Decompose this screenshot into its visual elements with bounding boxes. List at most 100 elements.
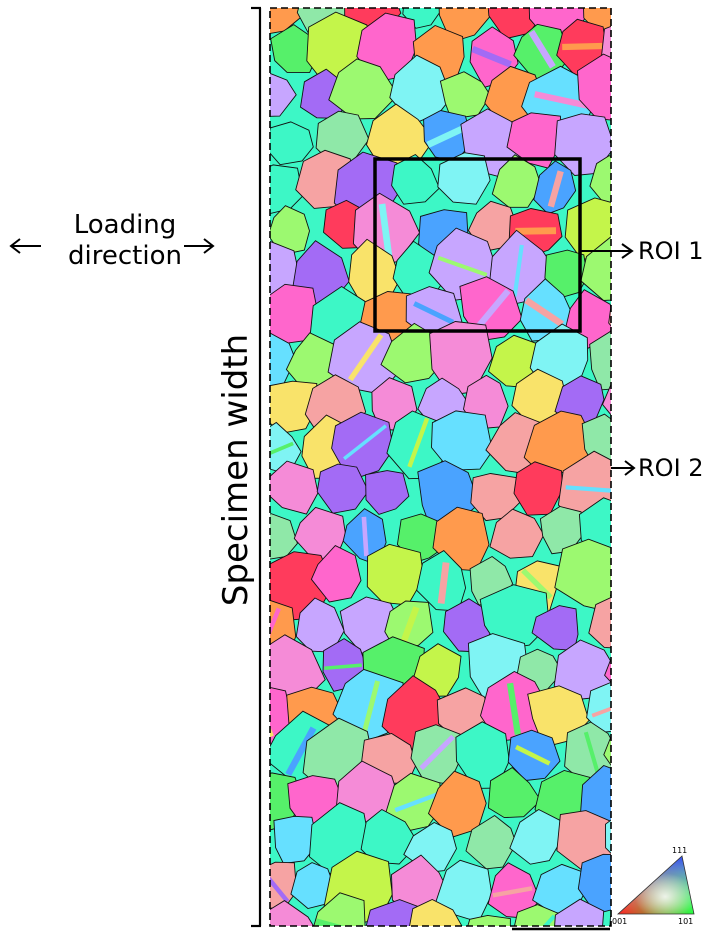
twin-band: [419, 734, 455, 771]
roi1-arrow-icon: [580, 243, 634, 259]
twin-band: [524, 297, 564, 327]
twin-band: [361, 680, 381, 733]
grain: [586, 682, 611, 733]
grain: [583, 8, 611, 34]
loading-direction-right-arrow-icon: [184, 238, 215, 254]
grain: [270, 24, 317, 73]
grain: [273, 815, 319, 864]
grain: [589, 155, 611, 204]
ipf-color-key-triangle: [616, 855, 695, 915]
twin-band: [515, 227, 557, 235]
grain: [431, 410, 493, 471]
twin-band: [523, 470, 555, 506]
loading-label-line1: Loading: [73, 210, 177, 240]
grain: [360, 808, 419, 865]
twin-band: [378, 203, 393, 257]
grain: [439, 71, 492, 120]
roi2-label: ROI 2: [638, 454, 704, 482]
twin-band: [591, 706, 611, 718]
grain: [270, 460, 319, 515]
grain: [489, 508, 545, 559]
twin-band: [324, 663, 362, 671]
twin-band: [615, 734, 644, 766]
twin-band: [623, 214, 660, 239]
grain: [601, 383, 611, 416]
twin-band: [471, 45, 512, 68]
twin-band: [609, 387, 611, 392]
twin-band: [270, 251, 283, 281]
grain: [437, 152, 491, 205]
twin-band: [512, 244, 524, 297]
grain: [409, 898, 463, 926]
grain: [391, 153, 440, 205]
twin-band: [314, 918, 345, 926]
twin-band: [348, 333, 384, 382]
grain: [270, 121, 314, 166]
twin-band: [547, 170, 564, 208]
twin-band: [437, 255, 488, 277]
legend-label-101: 101: [678, 917, 694, 926]
grain: [310, 545, 362, 603]
specimen-width-label: Specimen width: [216, 333, 256, 607]
grain: [506, 112, 563, 169]
twin-band: [514, 744, 551, 766]
grain: [577, 53, 611, 121]
twin-band: [534, 91, 588, 109]
ebsd-grain-map: [270, 8, 660, 926]
twin-band: [400, 606, 420, 645]
grain: [580, 236, 611, 301]
grain: [609, 138, 611, 145]
specimen-width-bracket: [251, 6, 262, 928]
grain: [467, 914, 511, 926]
twin-band: [270, 876, 290, 903]
loading-direction-label: Loading direction: [55, 210, 195, 272]
twin-band: [407, 417, 430, 468]
map-frame: [269, 7, 612, 927]
grain: [577, 853, 611, 915]
twin-band: [565, 485, 611, 493]
grain: [589, 330, 611, 391]
twin-band: [394, 792, 439, 813]
loading-label-line2: direction: [68, 241, 182, 271]
grain: [603, 735, 611, 766]
grain: [270, 283, 321, 345]
roi1-label: ROI 1: [638, 237, 704, 265]
grain: [270, 8, 304, 34]
twin-band: [282, 291, 299, 340]
twin-band: [426, 125, 465, 148]
grain: [290, 862, 338, 909]
grain: [270, 900, 315, 926]
grain: [604, 657, 611, 683]
grain: [270, 205, 310, 256]
roi1-box: [373, 157, 582, 333]
grain: [270, 72, 297, 117]
grain: [270, 380, 318, 434]
grain: [609, 592, 611, 597]
grain: [313, 892, 366, 926]
twin-band: [437, 562, 450, 604]
grain: [465, 814, 517, 870]
grain: [608, 305, 611, 327]
twin-band: [361, 516, 369, 557]
twin-band: [413, 301, 455, 325]
twin-band: [343, 424, 387, 461]
roi2-arrow-icon: [611, 460, 636, 476]
twin-band: [506, 682, 522, 735]
grain: [316, 463, 369, 514]
twin-band: [542, 914, 556, 926]
twin-band: [583, 731, 601, 777]
twin-band: [562, 42, 603, 51]
grain: [365, 470, 410, 515]
grain: [509, 808, 563, 865]
twin-band: [337, 76, 386, 105]
legend-label-001: 001: [612, 917, 628, 926]
twin-band: [285, 726, 317, 777]
twin-band: [528, 29, 556, 69]
grain: [605, 819, 611, 854]
grain: [554, 898, 605, 926]
grain: [487, 767, 542, 819]
twin-band: [270, 441, 294, 456]
grain: [491, 154, 542, 208]
